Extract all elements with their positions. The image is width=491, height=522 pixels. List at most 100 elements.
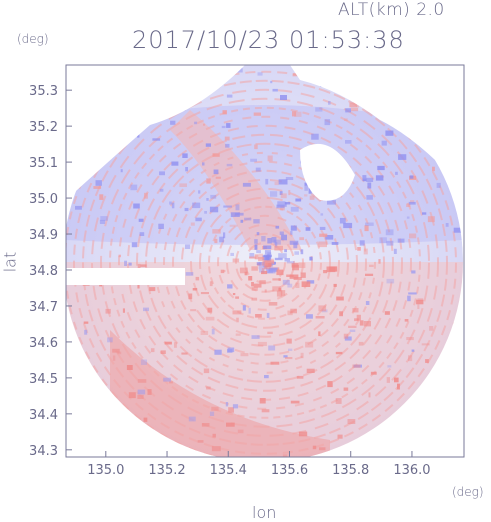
speckle-cell <box>274 181 279 186</box>
speckle-cell <box>394 377 399 383</box>
reflectivity-field <box>66 65 464 457</box>
speckle-cell <box>362 178 367 182</box>
speckle-cell <box>226 123 231 128</box>
speckle-cell <box>325 235 334 240</box>
range-ring <box>172 169 358 356</box>
speckle-cell <box>404 319 409 322</box>
speckle-cell <box>385 229 394 236</box>
speckle-cell <box>417 304 420 309</box>
speckle-cell <box>192 288 198 291</box>
speckle-cell <box>274 245 283 251</box>
speckle-cell <box>377 165 385 171</box>
speckle-cell <box>323 270 328 274</box>
speckle-cell <box>210 194 217 199</box>
speckle-cell <box>267 331 273 334</box>
speckle-cell <box>184 207 189 212</box>
speckle-cell <box>293 277 302 280</box>
speckle-cell <box>375 175 384 181</box>
speckle-cell <box>203 123 206 126</box>
speckle-cell <box>362 175 367 181</box>
speckle-cell <box>228 407 234 413</box>
speckle-cell <box>429 326 434 331</box>
speckle-cell <box>220 269 225 274</box>
speckle-cell <box>422 212 427 215</box>
speckle-cell <box>290 225 297 231</box>
speckle-cell <box>284 202 291 205</box>
altitude-label: ALT(km) 2.0 <box>338 0 445 20</box>
speckle-cell <box>286 338 292 344</box>
speckle-cell <box>306 368 315 373</box>
speckle-cell <box>251 335 260 339</box>
speckle-cell <box>122 308 125 313</box>
speckle-cell <box>169 201 172 205</box>
speckle-cell <box>320 213 324 216</box>
speckle-cell <box>211 406 219 411</box>
speckle-cell <box>264 262 269 266</box>
speckle-cell <box>367 182 372 189</box>
speckle-cell <box>211 328 215 335</box>
speckle-cell <box>321 309 328 313</box>
speckle-cell <box>352 364 361 368</box>
y-tick-label: 34.9 <box>29 228 58 243</box>
speckle-cell <box>257 341 267 346</box>
speckle-cell <box>215 176 221 179</box>
speckle-cell <box>345 140 352 144</box>
speckle-cell <box>137 263 141 270</box>
speckle-cell <box>386 278 395 284</box>
speckle-cell <box>343 387 349 391</box>
speckle-cell <box>160 350 166 354</box>
speckle-cell <box>261 261 267 266</box>
speckle-cell <box>170 120 176 125</box>
speckle-cell <box>258 253 264 260</box>
speckle-cell <box>354 318 359 322</box>
speckle-cell <box>112 348 120 353</box>
speckle-cell <box>417 298 424 301</box>
speckle-cell <box>259 269 265 273</box>
speckle-cell <box>319 447 326 451</box>
speckle-cell <box>259 398 266 404</box>
speckle-cell <box>255 314 262 318</box>
speckle-cell <box>359 320 364 326</box>
speckle-cell <box>95 180 102 186</box>
speckle-cell <box>152 138 161 141</box>
speckle-cell <box>222 110 227 115</box>
speckle-cell <box>251 266 258 271</box>
speckle-cell <box>278 179 288 185</box>
speckle-cell <box>171 202 175 209</box>
speckle-cell <box>235 204 240 211</box>
speckle-cell <box>298 262 306 268</box>
speckle-cell <box>411 349 415 352</box>
speckle-cell <box>211 446 221 452</box>
speckle-cell <box>223 270 226 272</box>
speckle-cell <box>327 381 333 388</box>
speckle-cell <box>291 263 299 268</box>
speckle-cell <box>406 337 414 341</box>
range-ring <box>235 232 295 293</box>
x-tick-label: 135.6 <box>271 463 308 478</box>
speckle-cell <box>251 297 258 301</box>
speckle-cell <box>268 302 278 306</box>
speckle-cell <box>273 239 281 245</box>
speckle-cell <box>363 321 371 327</box>
speckle-cell <box>164 341 172 345</box>
speckle-cell <box>258 257 265 262</box>
speckle-cell <box>158 223 164 229</box>
speckle-cell <box>301 281 311 287</box>
speckle-cell <box>298 431 308 437</box>
speckle-cell <box>205 143 211 147</box>
plot-frame <box>65 64 465 458</box>
speckle-cell <box>126 365 133 370</box>
speckle-cell <box>248 307 251 314</box>
speckle-cell <box>264 250 271 255</box>
y-tick-label: 34.4 <box>29 408 58 423</box>
speckle-cell <box>224 136 230 141</box>
speckle-cell <box>185 244 191 249</box>
speckle-cell <box>286 274 294 277</box>
speckle-cell <box>265 178 269 185</box>
range-ring <box>73 70 457 455</box>
speckle-cells <box>75 68 462 457</box>
speckle-cell <box>254 144 258 150</box>
speckle-cell <box>386 377 390 383</box>
speckle-cell <box>365 301 370 305</box>
speckle-cell <box>306 314 313 319</box>
